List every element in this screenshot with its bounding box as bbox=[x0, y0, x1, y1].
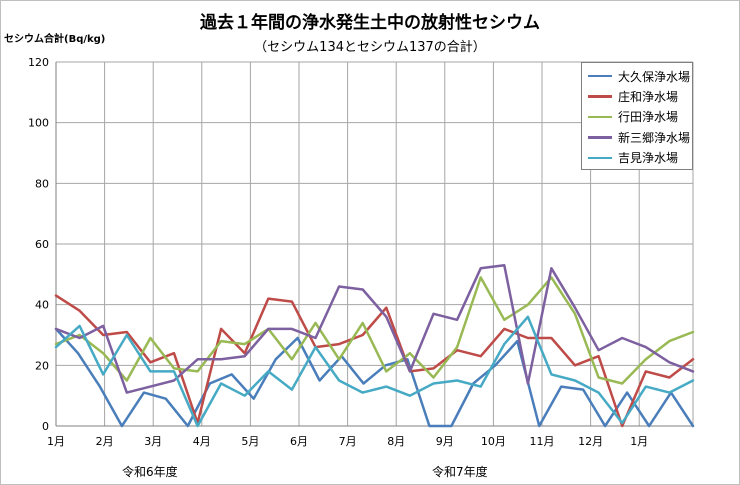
legend-item: 行田浄水場 bbox=[582, 107, 692, 127]
series-line bbox=[54, 327, 695, 428]
y-tick-label: 40 bbox=[35, 299, 49, 312]
series-line bbox=[54, 294, 695, 428]
x-tick-label: 8月 bbox=[387, 435, 405, 448]
x-tick-label: 9月 bbox=[436, 435, 454, 448]
series-line bbox=[54, 315, 695, 428]
series-line bbox=[54, 276, 695, 385]
chart-subtitle: （セシウム134とセシウム137の合計） bbox=[254, 40, 486, 55]
legend-label: 大久保浄水場 bbox=[618, 69, 691, 84]
y-axis-label: セシウム合計(Bq/kg) bbox=[4, 34, 106, 45]
legend-label: 庄和浄水場 bbox=[618, 90, 679, 105]
legend-swatch bbox=[588, 95, 612, 98]
y-tick-label: 0 bbox=[42, 420, 49, 433]
legend-swatch bbox=[588, 156, 612, 159]
y-tick-label: 80 bbox=[35, 177, 49, 190]
x-tick-label: 1月 bbox=[630, 435, 648, 448]
x-tick-label: 11月 bbox=[530, 435, 555, 448]
x-tick-label: 12月 bbox=[578, 435, 603, 448]
x-tick-label: 3月 bbox=[144, 435, 162, 448]
x-tick-label: 1月 bbox=[47, 435, 65, 448]
x-tick-label: 6月 bbox=[290, 435, 308, 448]
x-tick-label: 5月 bbox=[241, 435, 259, 448]
y-tick-label: 60 bbox=[35, 238, 49, 251]
legend-item: 庄和浄水場 bbox=[582, 86, 692, 106]
legend-label: 吉見浄水場 bbox=[618, 151, 679, 166]
fiscal-year-label-r6: 令和6年度 bbox=[122, 465, 178, 479]
legend-swatch bbox=[588, 115, 612, 119]
legend-swatch bbox=[588, 136, 612, 139]
y-tick-label: 120 bbox=[28, 56, 49, 69]
x-tick-label: 7月 bbox=[339, 435, 357, 448]
x-tick-label: 10月 bbox=[481, 435, 506, 448]
fiscal-year-label-r7: 令和7年度 bbox=[432, 465, 488, 479]
y-tick-label: 100 bbox=[28, 117, 49, 130]
x-tick-label: 4月 bbox=[193, 435, 211, 448]
x-tick-label: 2月 bbox=[96, 435, 114, 448]
legend-item: 大久保浄水場 bbox=[582, 66, 692, 86]
legend-item: 吉見浄水場 bbox=[582, 148, 692, 168]
legend: 大久保浄水場 庄和浄水場 行田浄水場 新三郷浄水場 吉見浄水場 bbox=[581, 62, 693, 170]
legend-item: 新三郷浄水場 bbox=[582, 127, 692, 147]
chart-title: 過去１年間の浄水発生土中の放射性セシウム bbox=[200, 13, 540, 33]
legend-label: 新三郷浄水場 bbox=[618, 130, 691, 145]
series-line bbox=[54, 263, 695, 394]
legend-swatch bbox=[588, 74, 612, 78]
y-tick-label: 20 bbox=[35, 359, 49, 372]
legend-label: 行田浄水場 bbox=[618, 110, 679, 125]
